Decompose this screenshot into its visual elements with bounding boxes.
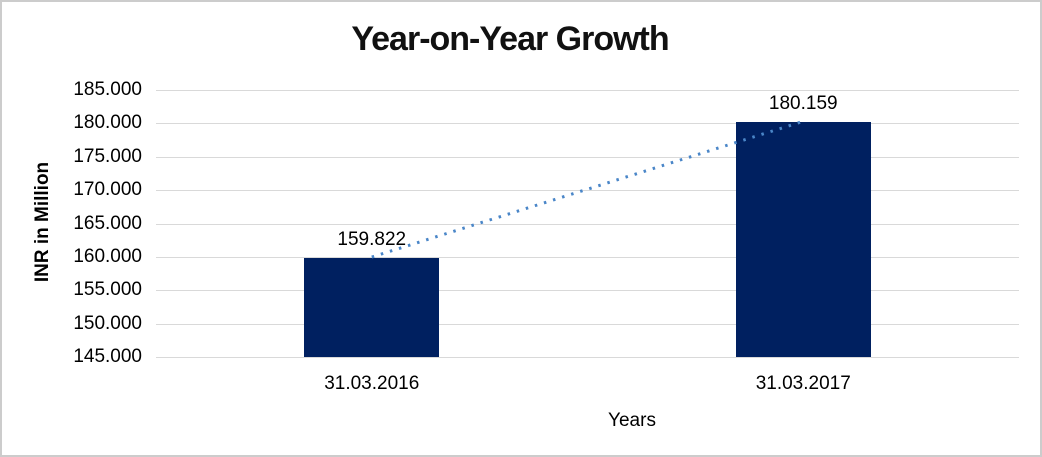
y-tick-label: 180.000	[73, 112, 142, 134]
x-tick-label: 31.03.2016	[324, 373, 420, 394]
x-axis-title: Years	[608, 410, 656, 431]
gridline	[156, 290, 1019, 292]
y-tick-label: 170.000	[73, 179, 142, 201]
y-tick-label: 165.000	[73, 212, 142, 234]
y-tick-label: 145.000	[73, 346, 142, 367]
y-tick-label: 150.000	[73, 312, 142, 334]
gridline	[156, 223, 1019, 225]
y-tick-label: 160.000	[73, 245, 142, 267]
trendline	[371, 119, 804, 259]
bar-31.03.2017	[735, 122, 871, 357]
y-tick-label: 175.000	[73, 145, 142, 167]
chart-title: Year-on-Year Growth	[351, 20, 669, 58]
y-tick-label: 185.000	[73, 79, 142, 100]
gridline	[156, 90, 1019, 91]
y-tick-label: 155.000	[73, 279, 142, 301]
gridline	[156, 156, 1019, 158]
bar-31.03.2016	[304, 258, 440, 357]
gridline	[156, 357, 1019, 358]
data-label: 159.822	[337, 229, 407, 251]
gridline	[156, 123, 1019, 125]
gridline	[156, 323, 1019, 325]
data-label: 180.159	[768, 93, 838, 115]
gridline	[156, 256, 1019, 258]
gridline	[156, 190, 1019, 192]
plot-area: 159.822 180.159	[156, 90, 1019, 358]
x-tick-label: 31.03.2017	[755, 373, 851, 394]
